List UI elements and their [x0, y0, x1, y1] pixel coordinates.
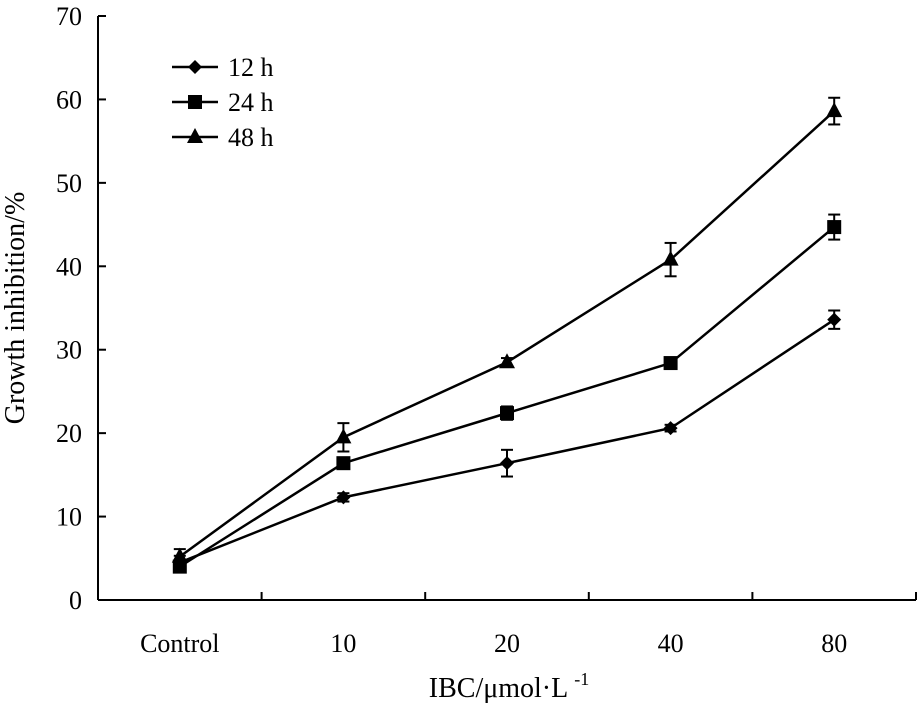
data-point-triangle — [499, 353, 515, 369]
x-axis-title-main: IBC/μmol·L — [429, 673, 567, 704]
legend-item: 24 h — [172, 88, 274, 117]
series-12h — [172, 309, 842, 571]
legend-item: 48 h — [172, 123, 274, 152]
legend-marker-triangle — [187, 128, 203, 143]
data-point-diamond — [500, 456, 514, 471]
data-point-square — [336, 456, 351, 471]
x-axis-title: IBC/μmol·L -1 — [429, 669, 589, 704]
x-tick-label: 80 — [821, 629, 847, 658]
y-ticks: 0 10 20 30 40 50 60 70 — [56, 2, 106, 615]
series-layer — [171, 96, 843, 574]
axes — [97, 16, 916, 601]
legend-label: 12 h — [228, 53, 274, 82]
legend-marker-square — [188, 95, 202, 109]
data-point-diamond — [827, 312, 842, 327]
data-point-diamond — [336, 490, 351, 505]
series-line — [179, 110, 836, 558]
x-ticks: Control 10 20 40 80 — [140, 592, 917, 658]
y-tick-label: 0 — [69, 586, 82, 615]
data-point-triangle — [335, 428, 352, 444]
y-tick-label: 40 — [56, 252, 82, 281]
y-axis-title: Growth inhibition/% — [0, 192, 31, 425]
legend-label: 24 h — [228, 88, 274, 117]
data-point-triangle — [171, 547, 188, 563]
series-line — [179, 226, 835, 568]
legend-item: 12 h — [172, 53, 274, 82]
series-24h — [172, 213, 842, 574]
data-point-diamond — [663, 421, 678, 436]
legend-marker-diamond — [188, 60, 202, 74]
x-tick-label: 40 — [658, 629, 684, 658]
data-point-square — [500, 406, 514, 421]
y-tick-label: 10 — [56, 503, 82, 532]
x-tick-label: Control — [140, 629, 219, 658]
y-tick-label: 60 — [56, 85, 82, 114]
series-48h — [171, 96, 843, 566]
data-point-square — [827, 220, 842, 235]
data-point-square — [663, 356, 678, 371]
y-tick-label: 50 — [56, 169, 82, 198]
x-tick-label: 10 — [330, 629, 356, 658]
legend-label: 48 h — [228, 123, 274, 152]
data-point-triangle — [826, 102, 843, 118]
y-tick-label: 70 — [56, 2, 82, 31]
x-tick-label: 20 — [494, 629, 520, 658]
x-axis-title-superscript: -1 — [574, 669, 589, 689]
y-tick-label: 30 — [56, 336, 82, 365]
legend: 12 h 24 h 48 h — [172, 53, 274, 152]
data-point-triangle — [662, 250, 679, 266]
y-tick-label: 20 — [56, 419, 82, 448]
